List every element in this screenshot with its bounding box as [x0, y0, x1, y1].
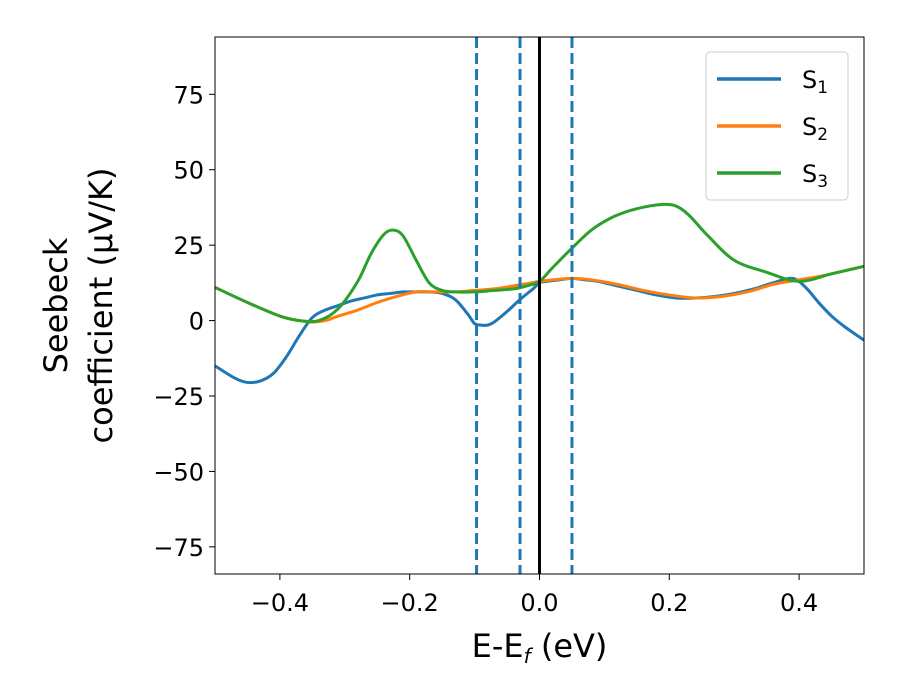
- y-tick-label: 75: [173, 81, 204, 109]
- y-tick-label: 25: [173, 232, 204, 260]
- series-line-s3: [215, 202, 864, 324]
- x-axis-label: E-Ef (eV): [472, 627, 608, 668]
- legend-label-s2: S2: [802, 113, 828, 145]
- y-axis-label: Seebeck coefficient (μV/K): [37, 168, 120, 444]
- plot-area: [215, 37, 864, 574]
- y-tick-label: 50: [173, 157, 204, 185]
- x-tick-label: −0.4: [251, 589, 309, 617]
- x-axis-label-main: E-E: [472, 627, 524, 665]
- y-axis-label-line1: Seebeck: [37, 237, 75, 373]
- axes: −0.4 −0.2 0.0 0.2 0.4 −75 −50 −25 0 25 50 75: [153, 81, 818, 617]
- legend-label-s1: S1: [802, 66, 828, 98]
- y-tick-label: −50: [153, 458, 204, 486]
- legend: S1 S2 S3: [705, 51, 849, 201]
- x-axis-label-sub: f: [524, 644, 534, 668]
- legend-label-s3: S3: [802, 160, 828, 192]
- y-axis-label-line2: coefficient (μV/K): [82, 168, 120, 444]
- x-tick-label: 0.2: [650, 589, 688, 617]
- y-tick-label: 0: [189, 308, 204, 336]
- y-tick-label: −25: [153, 383, 204, 411]
- x-tick-label: 0.4: [780, 589, 818, 617]
- x-tick-label: −0.2: [381, 589, 439, 617]
- x-axis-label-tail: (eV): [531, 627, 608, 665]
- x-tick-label: 0.0: [520, 589, 558, 617]
- y-tick-label: −75: [153, 534, 204, 562]
